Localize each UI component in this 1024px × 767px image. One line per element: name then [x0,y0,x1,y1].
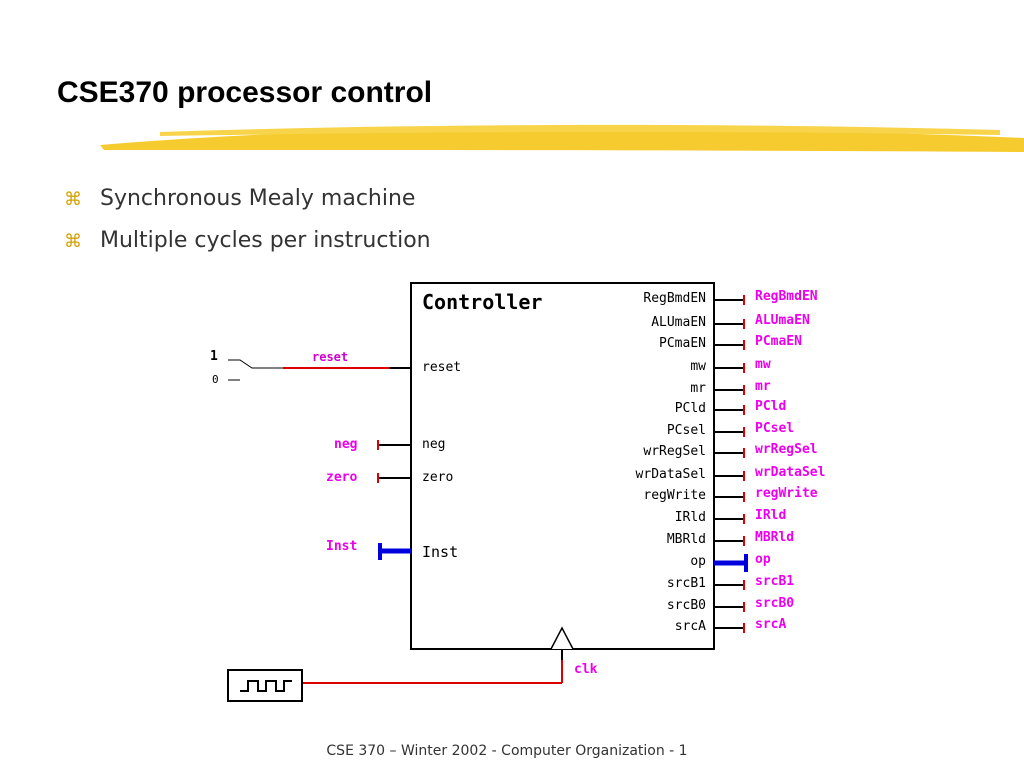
output-signal-label: srcA [755,617,787,632]
output-port-label: srcB1 [666,576,706,591]
switch-label-1: 1 [210,349,218,364]
output-port-label: ALUmaEN [651,315,706,330]
output-port-label: PCld [674,401,706,416]
slide-title: CSE370 processor control [57,76,433,109]
input-signal-label: reset [312,350,349,364]
input-port-label: Inst [422,543,459,561]
output-signal-label: regWrite [755,486,818,501]
input-port-label: zero [422,470,454,485]
bullet-text: Synchronous Mealy machine [100,186,416,211]
output-port-label: regWrite [643,488,706,503]
output-port-label: op [690,554,706,569]
output-signal-label: srcB0 [755,596,795,611]
output-signal-label: srcB1 [755,574,795,589]
output-port-label: MBRld [666,532,706,547]
input-signal-label: neg [334,437,358,452]
output-port-label: srcA [674,619,706,634]
output-port-label: PCmaEN [659,336,706,351]
output-port-label: IRld [674,510,706,525]
slide-footer: CSE 370 – Winter 2002 - Computer Organiz… [326,743,688,759]
clock-signal-label: clk [574,662,598,677]
output-signal-label: wrDataSel [755,465,826,480]
output-port-label: mw [690,359,706,374]
output-signal-label: mw [755,357,771,372]
input-signal-label: zero [326,470,358,485]
command-key-icon: ⌘ [64,231,82,252]
bullet-item: ⌘ Synchronous Mealy machine [64,186,415,211]
output-signal-label: op [755,552,771,567]
bullet-text: Multiple cycles per instruction [100,228,431,253]
output-signal-label: PCld [755,399,787,414]
output-signal-label: mr [755,379,771,394]
output-signal-label: MBRld [755,530,795,545]
input-port-label: neg [422,437,446,452]
output-signal-label: PCmaEN [755,334,802,349]
output-port-label: wrRegSel [643,444,706,459]
output-signal-label: ALUmaEN [755,313,810,328]
output-port-label: mr [690,381,706,396]
command-key-icon: ⌘ [64,189,82,210]
output-port-label: wrDataSel [635,467,706,482]
output-signal-label: PCsel [755,421,795,436]
output-signal-label: wrRegSel [755,442,818,457]
switch-label-0: 0 [212,373,219,386]
output-port-label: RegBmdEN [643,291,706,306]
output-port-label: srcB0 [666,598,706,613]
input-signal-label: Inst [326,539,358,554]
input-port-label: reset [422,360,462,375]
output-signal-label: RegBmdEN [755,289,818,304]
output-signal-label: IRld [755,508,787,523]
controller-title: Controller [422,290,543,314]
bullet-item: ⌘ Multiple cycles per instruction [64,228,431,253]
output-port-label: PCsel [666,423,706,438]
